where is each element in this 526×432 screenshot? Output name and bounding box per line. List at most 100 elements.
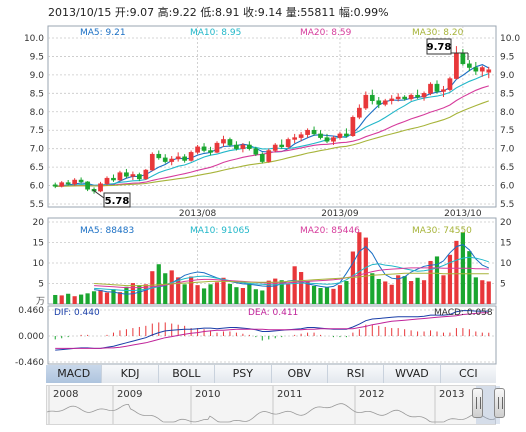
volume-bar[interactable] (396, 275, 401, 304)
chart-svg[interactable]: 10.0 9.5 9.0 8.5 8.0 7.5 7.0 6.5 6.0 5.5 10.0 9.5 9… (0, 0, 526, 365)
candle[interactable] (85, 181, 90, 192)
candle[interactable] (305, 128, 310, 138)
candle[interactable] (227, 137, 233, 147)
candle[interactable] (201, 143, 207, 153)
volume-bar[interactable] (292, 266, 297, 304)
candle[interactable] (214, 141, 220, 154)
tab-wvad[interactable]: WVAD (383, 365, 440, 383)
volume-bar[interactable] (467, 251, 472, 304)
volume-bar[interactable] (421, 280, 427, 304)
navigator-right-handle[interactable] (494, 388, 505, 418)
volume-bar[interactable] (72, 296, 77, 304)
volume-bar[interactable] (240, 288, 245, 304)
volume-bar[interactable] (370, 273, 375, 304)
candle[interactable] (52, 182, 58, 189)
tab-boll[interactable]: BOLL (157, 365, 215, 383)
volume-bar[interactable] (214, 282, 220, 304)
candle[interactable] (331, 135, 336, 145)
volume-bar[interactable] (402, 276, 407, 304)
candle[interactable] (259, 152, 265, 164)
volume-bar[interactable] (344, 281, 349, 304)
tab-kdj[interactable]: KDJ (101, 365, 158, 383)
candle[interactable] (98, 181, 103, 193)
candle[interactable] (149, 152, 155, 171)
volume-bar[interactable] (111, 289, 116, 304)
volume-bar[interactable] (85, 293, 90, 304)
volume-bar[interactable] (137, 285, 142, 304)
volume-bar[interactable] (331, 288, 336, 304)
volume-bar[interactable] (91, 291, 97, 304)
candle[interactable] (441, 85, 446, 98)
volume-bar[interactable] (376, 278, 381, 304)
candle[interactable] (78, 177, 84, 184)
volume-bar[interactable] (195, 285, 200, 304)
candle[interactable] (130, 171, 136, 181)
volume-bar[interactable] (124, 286, 129, 304)
candle[interactable] (350, 115, 356, 137)
volume-bar[interactable] (189, 276, 194, 304)
candle[interactable] (59, 181, 65, 188)
volume-bar[interactable] (357, 232, 362, 304)
volume-bar[interactable] (117, 292, 123, 304)
volume-bar[interactable] (299, 272, 304, 304)
candle[interactable] (266, 148, 272, 163)
candle[interactable] (369, 89, 375, 105)
volume-bar[interactable] (383, 281, 388, 304)
candle[interactable] (389, 95, 395, 105)
candle[interactable] (318, 130, 323, 140)
volume-bar[interactable] (286, 283, 291, 304)
candle[interactable] (298, 132, 304, 142)
candle[interactable] (473, 61, 479, 75)
volume-bar[interactable] (486, 281, 491, 304)
volume-bar[interactable] (279, 280, 284, 304)
tab-rsi[interactable]: RSI (326, 365, 384, 383)
volume-bar[interactable] (163, 273, 168, 304)
volume-bar[interactable] (156, 264, 161, 304)
candle[interactable] (111, 174, 116, 182)
candle[interactable] (195, 144, 200, 155)
candle[interactable] (337, 132, 343, 140)
candle[interactable] (402, 95, 408, 101)
candle[interactable] (324, 133, 330, 144)
volume-bar[interactable] (363, 237, 368, 304)
volume-bar[interactable] (441, 275, 446, 304)
candle[interactable] (72, 178, 78, 186)
candle[interactable] (486, 66, 492, 79)
candle[interactable] (240, 143, 246, 153)
candle[interactable] (124, 168, 129, 179)
volume-bar[interactable] (434, 256, 440, 304)
candle[interactable] (311, 126, 317, 136)
candle[interactable] (434, 80, 440, 94)
volume-bar[interactable] (208, 284, 213, 304)
candle[interactable] (363, 91, 369, 110)
volume-bar[interactable] (311, 285, 317, 304)
candle[interactable] (447, 76, 453, 92)
volume-bar[interactable] (305, 281, 310, 304)
candle[interactable] (272, 143, 278, 153)
candle[interactable] (247, 141, 252, 151)
candle[interactable] (415, 89, 420, 99)
candle[interactable] (169, 156, 175, 166)
candle[interactable] (253, 146, 259, 157)
volume-bar[interactable] (98, 290, 103, 304)
candlesticks[interactable] (52, 46, 492, 194)
volume-bar[interactable] (337, 285, 343, 304)
volume-bar[interactable] (221, 277, 226, 304)
candle[interactable] (479, 65, 485, 77)
candle[interactable] (408, 93, 414, 101)
volume-bar[interactable] (59, 295, 64, 304)
volume-bar[interactable] (415, 277, 420, 304)
volume-bar[interactable] (260, 290, 265, 304)
candle[interactable] (234, 141, 239, 151)
volume-bars[interactable] (53, 232, 491, 304)
tab-cci[interactable]: CCI (439, 365, 496, 383)
volume-bar[interactable] (428, 260, 433, 304)
candle[interactable] (65, 180, 71, 186)
candle[interactable] (382, 98, 388, 107)
candle[interactable] (104, 176, 110, 186)
candle[interactable] (421, 91, 427, 101)
volume-bar[interactable] (247, 283, 252, 304)
candle[interactable] (344, 128, 349, 138)
candle[interactable] (156, 150, 162, 160)
candle[interactable] (182, 154, 187, 163)
